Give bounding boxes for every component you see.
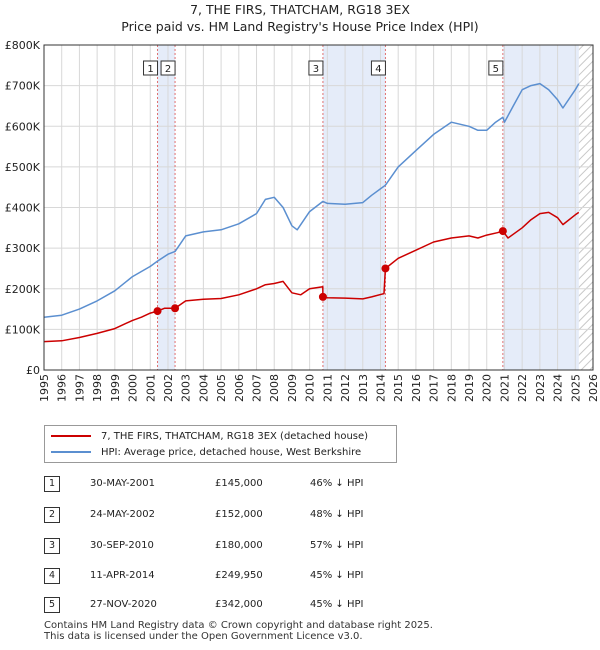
- x-tick-label: 2019: [463, 374, 476, 402]
- x-tick-label: 2024: [552, 374, 565, 402]
- y-tick-label: £200K: [5, 283, 41, 296]
- y-tick-label: £800K: [5, 39, 41, 52]
- row-number-badge: 3: [44, 538, 60, 554]
- chart-title: 7, THE FIRS, THATCHAM, RG18 3EX: [190, 2, 410, 17]
- row-price: £152,000: [215, 509, 263, 520]
- transaction-marker-box: [370, 60, 386, 76]
- y-tick-label: £500K: [5, 161, 41, 174]
- x-tick-label: 2002: [162, 374, 175, 402]
- x-tick-label: 1996: [56, 374, 69, 402]
- x-tick-label: 2025: [569, 374, 582, 402]
- x-tick-label: 2013: [357, 374, 370, 402]
- row-number-badge: 1: [44, 476, 60, 492]
- legend-item-property: 7, THE FIRS, THATCHAM, RG18 3EX (detache…: [51, 429, 368, 443]
- row-hpi: 57% ↓ HPI: [310, 540, 364, 551]
- x-tick-label: 1998: [91, 374, 104, 402]
- table-row: 1 30-MAY-2001 £145,000 46% ↓ HPI: [0, 476, 600, 494]
- x-tick-label: 1995: [38, 374, 51, 402]
- row-date: 30-SEP-2010: [90, 540, 154, 551]
- x-tick-label: 2014: [374, 374, 387, 402]
- row-date: 11-APR-2014: [90, 570, 155, 581]
- x-tick-label: 2004: [197, 374, 210, 402]
- x-tick-label: 2011: [321, 374, 334, 402]
- row-hpi: 45% ↓ HPI: [310, 570, 364, 581]
- transaction-marker-box: [160, 60, 176, 76]
- transaction-point: [318, 292, 327, 301]
- y-tick-label: £400K: [5, 202, 41, 215]
- row-date: 30-MAY-2001: [90, 478, 156, 489]
- row-price: £342,000: [215, 599, 263, 610]
- x-tick-label: 1997: [73, 374, 86, 402]
- row-price: £180,000: [215, 540, 263, 551]
- row-hpi: 45% ↓ HPI: [310, 599, 364, 610]
- x-tick-label: 2015: [392, 374, 405, 402]
- table-row: 2 24-MAY-2002 £152,000 48% ↓ HPI: [0, 507, 600, 525]
- y-tick-label: £0: [26, 364, 40, 377]
- legend-swatch-blue: [51, 451, 91, 453]
- x-tick-label: 2003: [180, 374, 193, 402]
- x-tick-label: 2020: [481, 374, 494, 402]
- legend-label-property: 7, THE FIRS, THATCHAM, RG18 3EX (detache…: [101, 430, 369, 442]
- footer-copyright: Contains HM Land Registry data © Crown c…: [44, 620, 433, 631]
- y-tick-label: £100K: [5, 323, 41, 336]
- x-tick-label: 2017: [428, 374, 441, 402]
- x-tick-label: 2008: [268, 374, 281, 402]
- transaction-marker-box: [308, 60, 324, 76]
- transaction-marker-label: 2: [165, 64, 171, 75]
- x-tick-label: 2023: [534, 374, 547, 402]
- y-tick-label: £600K: [5, 120, 41, 133]
- row-price: £249,950: [215, 570, 263, 581]
- y-tick-label: £300K: [5, 242, 41, 255]
- property-price-line: [43, 211, 580, 343]
- table-row: 4 11-APR-2014 £249,950 45% ↓ HPI: [0, 568, 600, 586]
- x-tick-label: 2000: [127, 374, 140, 402]
- x-tick-label: 2010: [304, 374, 317, 402]
- row-price: £145,000: [215, 478, 263, 489]
- row-number-badge: 5: [44, 597, 60, 613]
- transaction-marker-label: 1: [147, 64, 153, 75]
- x-tick-label: 2012: [339, 374, 352, 402]
- x-tick-label: 2026: [587, 374, 600, 402]
- chart-legend: 7, THE FIRS, THATCHAM, RG18 3EX (detache…: [44, 425, 397, 463]
- transaction-marker-label: 3: [313, 64, 319, 75]
- x-tick-label: 2016: [410, 374, 423, 402]
- x-tick-label: 2001: [144, 374, 157, 402]
- price-chart: 1 2 3 4 5 £0 £100K £200K £300K £400K £500K £600K £7…: [5, 39, 600, 402]
- x-tick-label: 2018: [445, 374, 458, 402]
- row-hpi: 46% ↓ HPI: [310, 478, 364, 489]
- row-hpi: 48% ↓ HPI: [310, 509, 364, 520]
- chart-subtitle: Price paid vs. HM Land Registry's House …: [121, 19, 479, 34]
- transaction-marker-box: [143, 60, 159, 76]
- x-tick-label: 2007: [251, 374, 264, 402]
- x-tick-label: 2005: [215, 374, 228, 402]
- table-row: 3 30-SEP-2010 £180,000 57% ↓ HPI: [0, 538, 600, 556]
- x-tick-label: 2022: [516, 374, 529, 402]
- transaction-point: [153, 307, 162, 316]
- table-row: 5 27-NOV-2020 £342,000 45% ↓ HPI: [0, 597, 600, 615]
- hpi-line: [43, 82, 580, 318]
- y-tick-label: £700K: [5, 80, 41, 93]
- x-tick-label: 2021: [498, 374, 511, 402]
- transaction-point: [171, 304, 180, 313]
- legend-label-hpi: HPI: Average price, detached house, West…: [101, 446, 362, 458]
- transaction-point: [498, 227, 507, 236]
- transaction-marker-box: [488, 60, 504, 76]
- transaction-point: [381, 264, 390, 273]
- transaction-marker-label: 5: [493, 64, 499, 75]
- transaction-marker-label: 4: [375, 64, 381, 75]
- legend-swatch-red: [51, 435, 91, 437]
- row-date: 24-MAY-2002: [90, 509, 156, 520]
- legend-item-hpi: HPI: Average price, detached house, West…: [51, 445, 361, 459]
- x-tick-label: 2006: [233, 374, 246, 402]
- row-number-badge: 4: [44, 568, 60, 584]
- row-date: 27-NOV-2020: [90, 599, 157, 610]
- x-tick-label: 2009: [286, 374, 299, 402]
- x-tick-label: 1999: [109, 374, 122, 402]
- plot-frame: [43, 44, 594, 371]
- footer-licence: This data is licensed under the Open Gov…: [44, 631, 363, 642]
- row-number-badge: 2: [44, 507, 60, 523]
